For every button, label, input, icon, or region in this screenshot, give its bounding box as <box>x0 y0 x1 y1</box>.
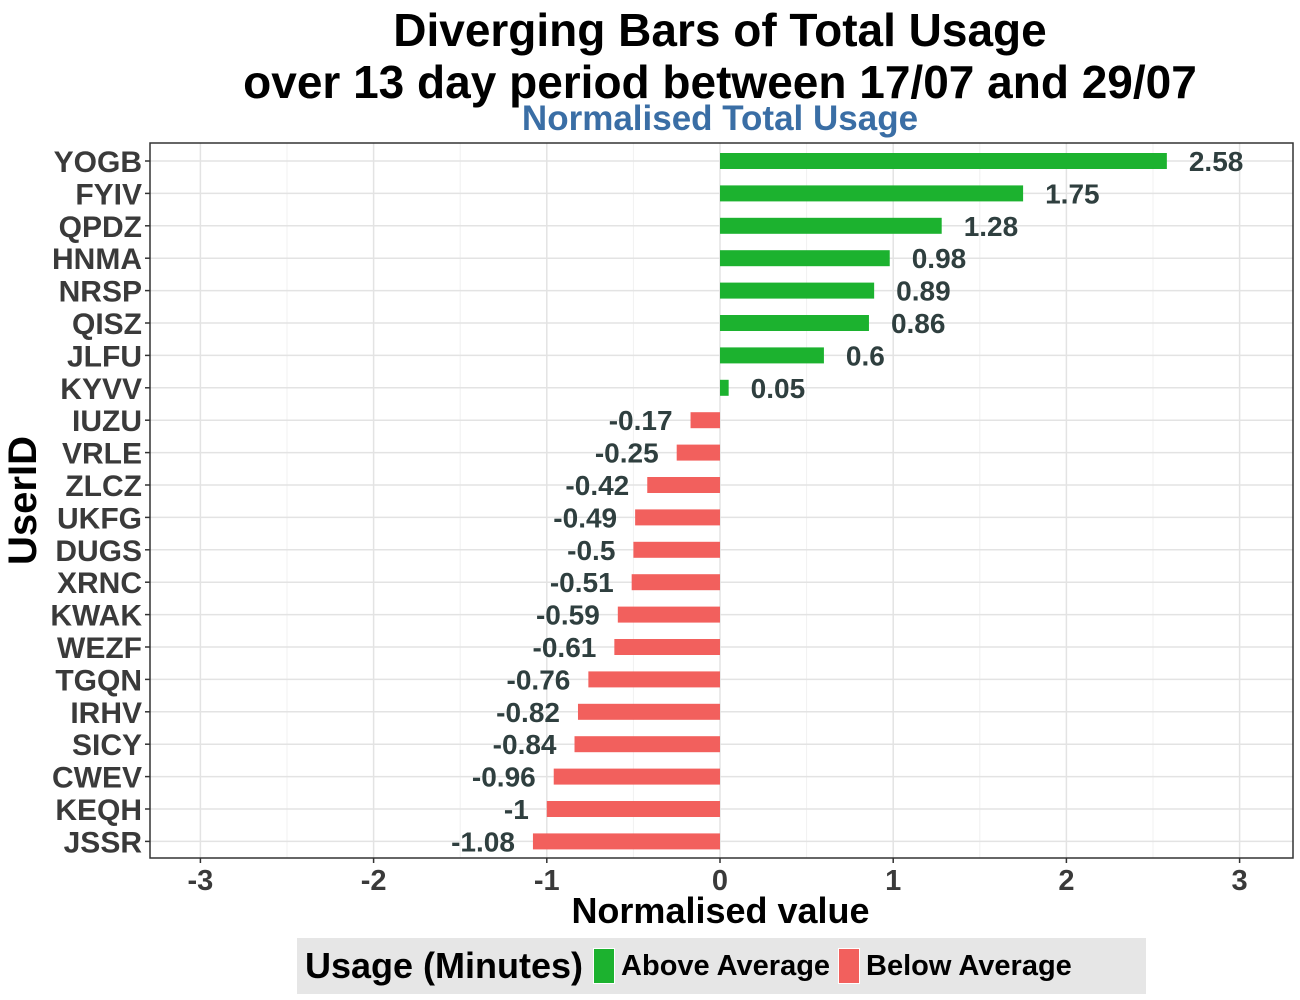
legend-item-below: Below Average <box>838 948 1072 984</box>
data-label-ukfg: -0.49 <box>553 502 617 533</box>
bar-qpdz <box>720 217 942 234</box>
legend-title: Usage (Minutes) <box>305 945 584 986</box>
data-label-cwev: -0.96 <box>472 762 536 793</box>
data-label-dugs: -0.5 <box>567 535 615 566</box>
y-tick-label-jlfu: JLFU <box>67 340 142 373</box>
x-axis-title: Normalised value <box>571 890 869 931</box>
data-label-hnma: 0.98 <box>912 243 967 274</box>
y-tick-label-vrle: VRLE <box>62 438 142 471</box>
bar-sicy <box>574 736 720 753</box>
x-tick-label: 3 <box>1232 865 1248 897</box>
y-tick-label-kwak: KWAK <box>50 600 142 633</box>
y-tick-label-qisz: QISZ <box>72 308 142 341</box>
data-label-jssr: -1.08 <box>451 826 515 857</box>
data-label-fyiv: 1.75 <box>1045 178 1100 209</box>
y-tick-label-cwev: CWEV <box>52 762 142 795</box>
bar-tgqn <box>588 671 720 688</box>
y-tick-label-nrsp: NRSP <box>59 276 142 309</box>
bar-iuzu <box>690 412 720 429</box>
data-label-tgqn: -0.76 <box>507 664 571 695</box>
data-label-qpdz: 1.28 <box>964 211 1019 242</box>
data-label-xrnc: -0.51 <box>550 567 614 598</box>
x-tick-label: -2 <box>361 865 387 897</box>
bar-vrle <box>676 444 720 461</box>
data-label-sicy: -0.84 <box>493 729 557 760</box>
chart-title-line-1: Diverging Bars of Total Usage <box>393 4 1047 56</box>
y-tick-label-yogb: YOGB <box>54 146 142 179</box>
bar-nrsp <box>720 282 875 299</box>
y-tick-label-tgqn: TGQN <box>55 664 142 697</box>
y-tick-label-kyvv: KYVV <box>60 373 142 406</box>
bar-dugs <box>633 541 720 558</box>
legend: Usage (Minutes) Above Average Below Aver… <box>297 938 1146 994</box>
bar-kwak <box>617 606 720 623</box>
y-tick-label-fyiv: FYIV <box>75 178 142 211</box>
data-label-kyvv: 0.05 <box>751 373 806 404</box>
bar-zlcz <box>647 477 720 493</box>
chart-subtitle: Normalised Total Usage <box>521 99 919 138</box>
y-tick-label-wezf: WEZF <box>57 632 142 665</box>
data-label-iuzu: -0.17 <box>609 405 673 436</box>
y-tick-label-dugs: DUGS <box>55 535 142 568</box>
x-tick-label: 2 <box>1058 865 1074 897</box>
y-tick-label-xrnc: XRNC <box>57 567 142 600</box>
legend-key-above <box>593 948 616 984</box>
chart-plot: 2.58 YOGB 1.75 FYIV 1.28 QPDZ 0.98 HNMA 0.89 NRSP… <box>1 142 1294 931</box>
plot-border <box>149 142 1294 859</box>
bar-kyvv <box>720 379 729 396</box>
bar-irhv <box>577 703 720 720</box>
chart-title-line-2: over 13 day period between 17/07 and 29/… <box>243 56 1197 108</box>
bar-yogb <box>720 153 1167 169</box>
bar-jlfu <box>720 347 824 364</box>
bar-xrnc <box>631 574 720 591</box>
data-label-kwak: -0.59 <box>536 600 600 631</box>
data-label-jlfu: 0.6 <box>846 340 885 371</box>
y-tick-label-jssr: JSSR <box>64 826 143 859</box>
x-tick-label: -3 <box>188 865 214 897</box>
x-tick-label: -1 <box>534 865 560 897</box>
y-tick-label-ukfg: UKFG <box>57 502 142 535</box>
data-label-qisz: 0.86 <box>891 308 946 339</box>
data-label-vrle: -0.25 <box>595 438 659 469</box>
bar-keqh <box>546 801 720 817</box>
legend-label-above: Above Average <box>621 949 831 982</box>
y-tick-label-zlcz: ZLCZ <box>65 470 142 503</box>
bar-wezf <box>614 639 720 655</box>
y-tick-label-irhv: IRHV <box>70 697 142 730</box>
x-tick-label: 1 <box>885 865 901 897</box>
y-tick-label-iuzu: IUZU <box>72 405 142 438</box>
legend-label-below: Below Average <box>866 949 1072 982</box>
x-tick-label: 0 <box>712 865 728 897</box>
data-label-nrsp: 0.89 <box>896 276 951 307</box>
legend-key-below <box>838 948 861 984</box>
bar-hnma <box>720 250 890 267</box>
bar-fyiv <box>720 185 1024 202</box>
y-tick-label-sicy: SICY <box>72 729 142 762</box>
bar-qisz <box>720 315 869 331</box>
data-label-wezf: -0.61 <box>533 632 597 663</box>
data-label-keqh: -1 <box>504 794 529 825</box>
bar-ukfg <box>635 509 720 526</box>
chart-title: Diverging Bars of Total Usage over 13 da… <box>0 4 1300 108</box>
y-tick-label-hnma: HNMA <box>52 243 142 276</box>
y-tick-label-keqh: KEQH <box>55 794 142 827</box>
bar-jssr <box>532 833 720 850</box>
y-axis-title: UserID <box>1 436 45 565</box>
data-label-yogb: 2.58 <box>1189 146 1244 177</box>
data-label-zlcz: -0.42 <box>565 470 629 501</box>
bar-cwev <box>553 768 720 785</box>
y-tick-label-qpdz: QPDZ <box>59 211 142 244</box>
legend-item-above: Above Average <box>593 948 830 984</box>
data-label-irhv: -0.82 <box>496 697 560 728</box>
